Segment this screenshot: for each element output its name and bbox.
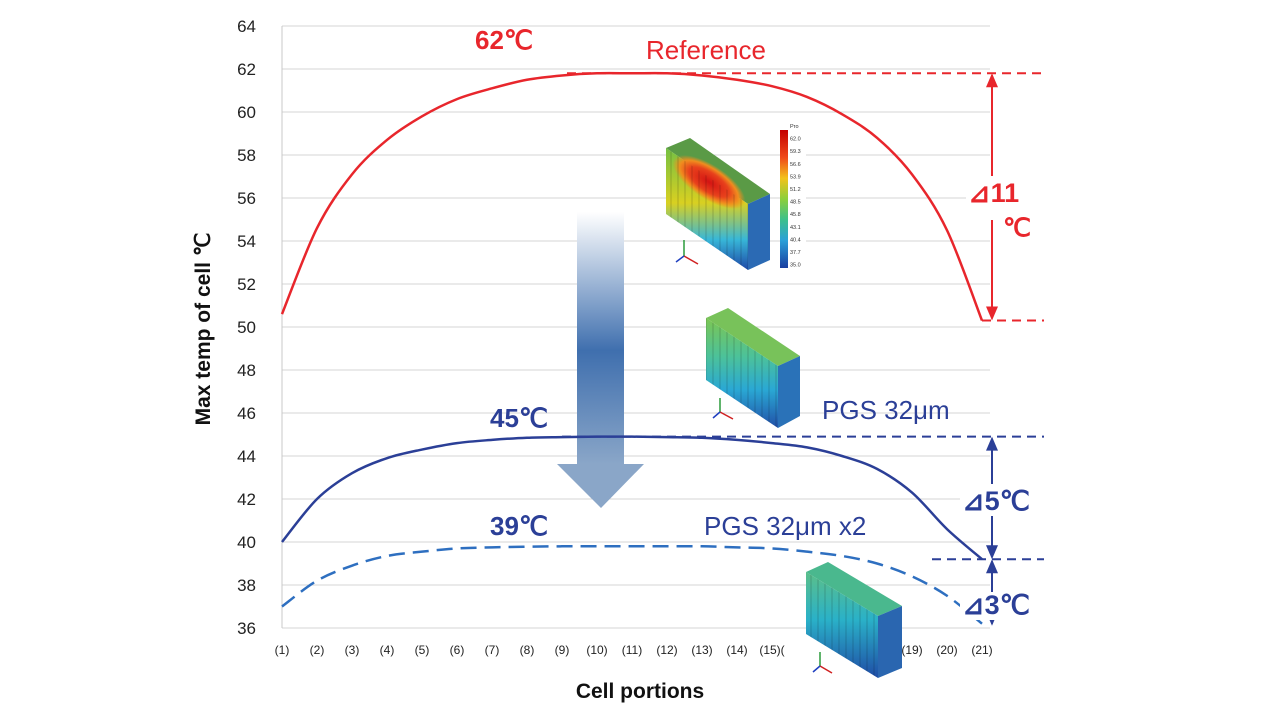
x-tick-label: (3) xyxy=(345,643,360,657)
arrow-head-up xyxy=(986,559,998,574)
y-tick-label: 46 xyxy=(237,404,256,423)
delta-pgs-label: ⊿5℃ xyxy=(962,486,1030,516)
y-axis-ticks: 36 38 40 42 44 46 48 50 52 54 56 58 60 62 64 xyxy=(237,17,256,638)
arrow-head-down xyxy=(986,306,998,321)
series-line-1 xyxy=(280,71,984,322)
x-tick-label: (1) xyxy=(275,643,290,657)
thermal-scale-label: 56.6 xyxy=(790,162,801,168)
y-tick-label: 42 xyxy=(237,490,256,509)
y-tick-label: 52 xyxy=(237,275,256,294)
y-tick-label: 48 xyxy=(237,361,256,380)
thermal-map-pgs-icon xyxy=(706,308,800,428)
series-label-pgs: PGS 32μm xyxy=(822,395,950,425)
thermal-scale-label: 53.9 xyxy=(790,174,801,180)
x-tick-label: (19) xyxy=(901,643,922,657)
y-tick-label: 60 xyxy=(237,103,256,122)
y-tick-label: 40 xyxy=(237,533,256,552)
peak-pgs-label: 45℃ xyxy=(490,403,548,433)
series-lines xyxy=(280,71,984,625)
series-line-2 xyxy=(281,435,983,561)
x-tick-label: (15)( xyxy=(759,643,784,657)
y-tick-label: 62 xyxy=(237,60,256,79)
peak-reference-label: 62℃ xyxy=(475,25,533,55)
thermal-scale-label: 51.2 xyxy=(790,187,801,193)
thermal-scale-label: 59.3 xyxy=(790,149,801,155)
x-tick-label: (5) xyxy=(415,643,430,657)
thermal-scale-label: 35.0 xyxy=(790,263,801,269)
x-tick-label: (14) xyxy=(726,643,747,657)
y-tick-label: 38 xyxy=(237,576,256,595)
x-tick-label: (9) xyxy=(555,643,570,657)
delta-reference-label: ⊿11 xyxy=(968,178,1019,208)
improvement-arrow xyxy=(557,212,644,508)
thermal-scale-label: 45.8 xyxy=(790,212,801,218)
x-tick-label: (11) xyxy=(622,643,642,657)
delta-reference-unit: ℃ xyxy=(1003,214,1031,242)
x-tick-label: (21) xyxy=(971,643,992,657)
thermal-scale-label: 48.5 xyxy=(790,200,801,206)
x-tick-label: (8) xyxy=(520,643,535,657)
y-tick-label: 44 xyxy=(237,447,256,466)
y-tick-label: 50 xyxy=(237,318,256,337)
y-tick-label: 64 xyxy=(237,17,256,36)
arrow-head-down xyxy=(986,545,998,560)
x-tick-label: (10) xyxy=(586,643,607,657)
y-axis-title: Max temp of cell ℃ xyxy=(192,233,215,426)
thermal-scale-label: 43.1 xyxy=(790,225,801,231)
x-axis-ticks: (1) (2) (3) (4) (5) (6) (7) (8) (9) (10) (11) (12) (… xyxy=(275,643,993,657)
x-tick-label: (2) xyxy=(310,643,325,657)
x-tick-label: (7) xyxy=(485,643,500,657)
y-tick-label: 36 xyxy=(237,619,256,638)
arrow-head-up xyxy=(986,73,998,88)
x-axis-title: Cell portions xyxy=(576,680,704,703)
x-tick-label: (4) xyxy=(380,643,395,657)
thermal-scale-label: 62.0 xyxy=(790,137,801,143)
series-line-3 xyxy=(281,544,983,625)
y-tick-label: 54 xyxy=(237,232,256,251)
x-tick-label: (20) xyxy=(936,643,957,657)
series-label-pgs-x2: PGS 32μm x2 xyxy=(704,511,866,541)
peak-pgs-x2-label: 39℃ xyxy=(490,511,548,541)
delta-pgs-x2-label: ⊿3℃ xyxy=(962,590,1030,620)
thermal-scale-label: Pro xyxy=(790,124,799,130)
x-tick-label: (6) xyxy=(450,643,465,657)
arrow-head-up xyxy=(986,436,998,451)
thermal-map-reference-icon xyxy=(666,122,806,274)
y-tick-label: 58 xyxy=(237,146,256,165)
x-tick-label: (12) xyxy=(656,643,677,657)
y-tick-label: 56 xyxy=(237,189,256,208)
x-tick-label: (13) xyxy=(691,643,712,657)
thermal-scale-label: 40.4 xyxy=(790,237,801,243)
grid-lines xyxy=(281,25,990,629)
series-label-reference: Reference xyxy=(646,35,766,65)
thermal-scale-label: 37.7 xyxy=(790,250,801,256)
thermal-scale-labels: Pro 62.0 59.3 56.6 53.9 51.2 48.5 45.8 43.1 40.4 3… xyxy=(790,124,801,269)
thermal-map-pgs-x2-icon xyxy=(806,562,902,678)
